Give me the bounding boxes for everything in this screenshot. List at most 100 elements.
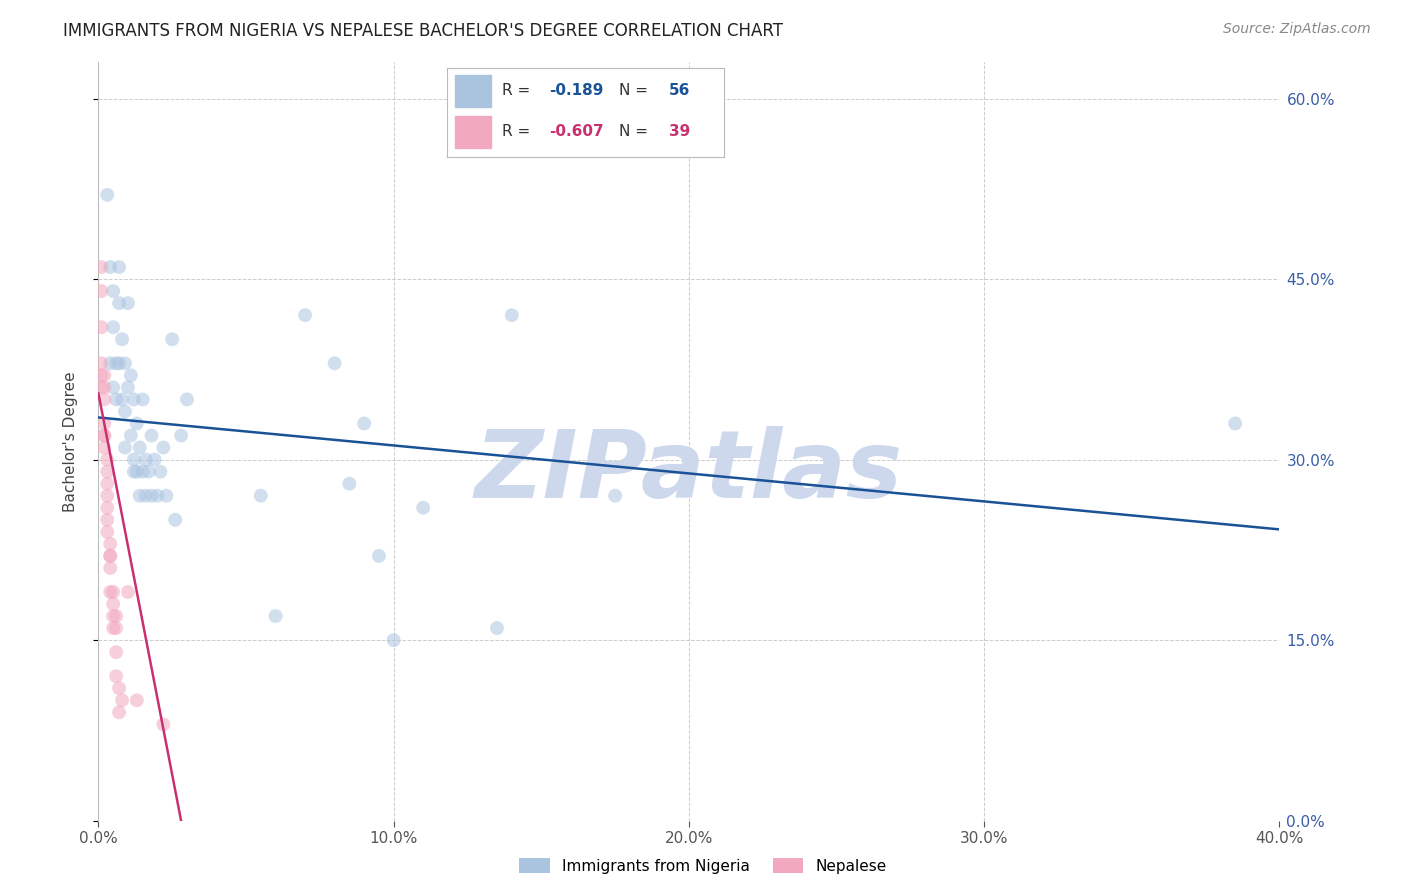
Point <box>146 489 169 503</box>
Point <box>108 356 131 370</box>
Point <box>108 681 131 696</box>
Point <box>103 585 125 599</box>
Text: Source: ZipAtlas.com: Source: ZipAtlas.com <box>1223 22 1371 37</box>
Point <box>98 356 121 370</box>
Point <box>98 549 121 563</box>
Point <box>143 452 166 467</box>
Point <box>96 489 118 503</box>
Point <box>105 392 128 407</box>
Point <box>93 441 115 455</box>
Point <box>103 597 125 611</box>
Point <box>93 380 115 394</box>
Point <box>111 693 134 707</box>
Point <box>149 465 172 479</box>
Point <box>170 428 193 442</box>
Point <box>90 260 112 274</box>
Point <box>103 380 125 394</box>
Point <box>108 260 131 274</box>
Point <box>294 308 316 322</box>
Point <box>486 621 509 635</box>
Point <box>125 465 148 479</box>
Point <box>103 284 125 298</box>
Point <box>117 380 139 394</box>
Point <box>250 489 273 503</box>
Point <box>114 356 136 370</box>
Y-axis label: Bachelor's Degree: Bachelor's Degree <box>63 371 77 512</box>
Point <box>103 320 125 334</box>
Point <box>155 489 177 503</box>
Point <box>114 404 136 418</box>
Point <box>93 428 115 442</box>
Point <box>117 585 139 599</box>
Point <box>128 489 150 503</box>
Point <box>132 465 155 479</box>
Point <box>152 717 174 731</box>
Point <box>98 549 121 563</box>
Point <box>382 633 405 648</box>
Point <box>111 332 134 346</box>
Point <box>176 392 198 407</box>
Point <box>96 524 118 539</box>
Point <box>90 368 112 383</box>
Point <box>90 284 112 298</box>
Point <box>103 621 125 635</box>
Text: ZIPatlas: ZIPatlas <box>475 425 903 518</box>
Point <box>138 465 160 479</box>
Point <box>105 356 128 370</box>
Text: IMMIGRANTS FROM NIGERIA VS NEPALESE BACHELOR'S DEGREE CORRELATION CHART: IMMIGRANTS FROM NIGERIA VS NEPALESE BACH… <box>63 22 783 40</box>
Point <box>117 296 139 310</box>
Point <box>412 500 434 515</box>
Point <box>105 645 128 659</box>
Point <box>96 452 118 467</box>
Point <box>93 392 115 407</box>
Point <box>98 561 121 575</box>
Point <box>125 417 148 431</box>
Point <box>368 549 391 563</box>
Point <box>105 669 128 683</box>
Point <box>96 513 118 527</box>
Point <box>120 428 142 442</box>
Point <box>141 428 163 442</box>
Point <box>103 609 125 624</box>
Point <box>90 380 112 394</box>
Point <box>122 452 145 467</box>
Point <box>132 392 155 407</box>
Point <box>93 368 115 383</box>
Point <box>125 693 148 707</box>
Point <box>93 417 115 431</box>
Point <box>105 621 128 635</box>
Point <box>605 489 627 503</box>
Point <box>120 368 142 383</box>
Point <box>122 465 145 479</box>
Point <box>264 609 287 624</box>
Point <box>1225 417 1247 431</box>
Point <box>165 513 187 527</box>
Point <box>96 465 118 479</box>
Point <box>501 308 523 322</box>
Point <box>141 489 163 503</box>
Point <box>339 476 361 491</box>
Point <box>111 392 134 407</box>
Point <box>353 417 375 431</box>
Point <box>323 356 346 370</box>
Point <box>152 441 174 455</box>
Point <box>114 441 136 455</box>
Point <box>128 441 150 455</box>
Point <box>162 332 183 346</box>
Point <box>96 476 118 491</box>
Point <box>108 706 131 720</box>
Point <box>122 392 145 407</box>
Point <box>98 585 121 599</box>
Point <box>135 489 157 503</box>
Point <box>96 187 118 202</box>
Point <box>108 296 131 310</box>
Point <box>105 609 128 624</box>
Legend: Immigrants from Nigeria, Nepalese: Immigrants from Nigeria, Nepalese <box>513 852 893 880</box>
Point <box>98 537 121 551</box>
Point <box>93 428 115 442</box>
Point <box>135 452 157 467</box>
Point <box>96 500 118 515</box>
Point <box>98 260 121 274</box>
Point <box>90 320 112 334</box>
Point <box>90 356 112 370</box>
